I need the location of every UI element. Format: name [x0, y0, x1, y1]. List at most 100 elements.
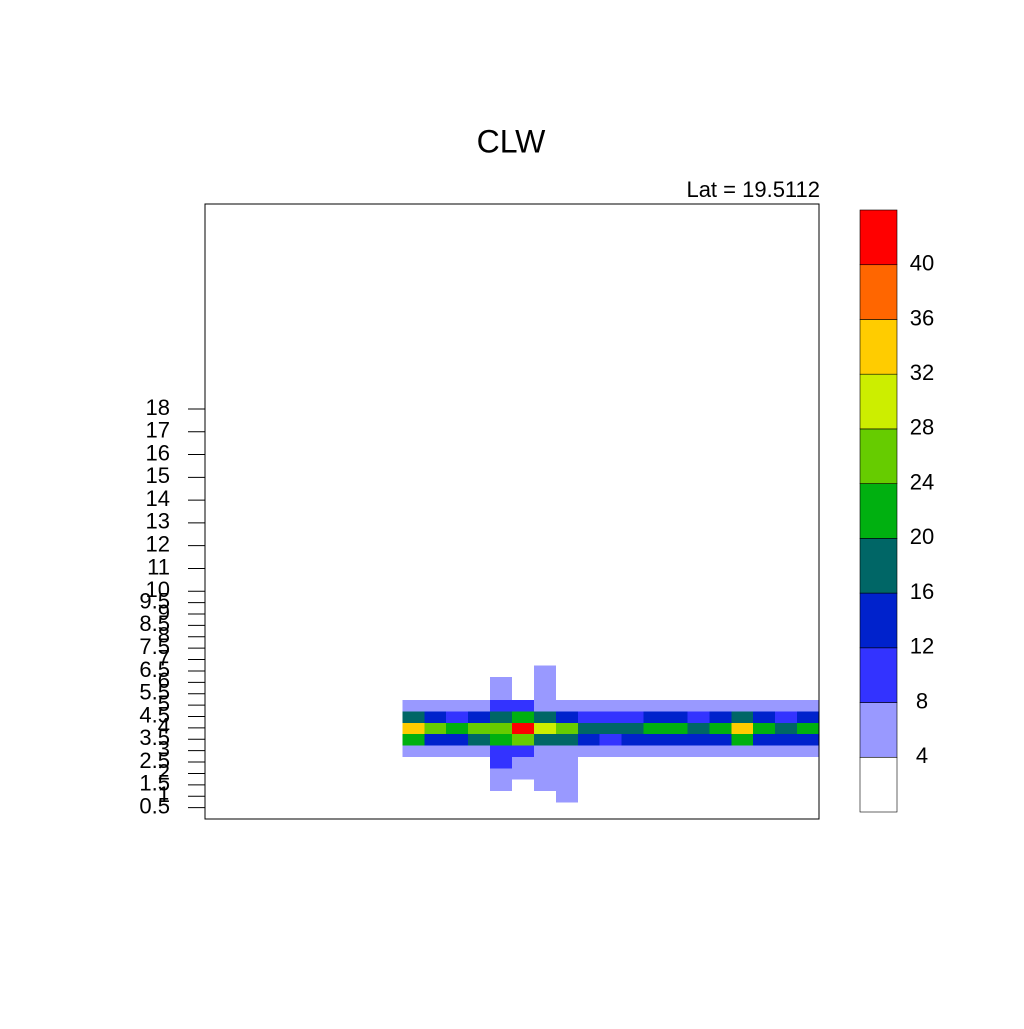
contour-cell [621, 744, 645, 757]
contour-cell [490, 756, 513, 769]
contour-cell [665, 722, 689, 735]
contour-cell [709, 699, 732, 712]
contour-cell [599, 722, 623, 735]
contour-cell [533, 779, 557, 792]
contour-cell [709, 756, 732, 769]
contour-cell [490, 699, 513, 712]
contour-cell [424, 665, 447, 678]
contour-cell [512, 779, 535, 792]
contour-cell [643, 779, 667, 792]
contour-cell [533, 733, 557, 746]
colorbar-box [859, 264, 898, 320]
contour-cell [512, 710, 535, 723]
contour-cell [665, 676, 689, 689]
contour-cell [753, 733, 776, 746]
colorbar-label: 24 [910, 469, 934, 494]
contour-cell [446, 699, 469, 712]
contour-cell [643, 676, 667, 689]
contour-cell [621, 722, 645, 735]
contour-cell [402, 790, 425, 803]
y-tick-label: 7 [158, 645, 170, 670]
y-tick-label: 16 [146, 440, 170, 465]
contour-cell [753, 779, 776, 792]
contour-cell [468, 710, 491, 723]
contour-cell [577, 790, 601, 803]
contour-cell [687, 744, 710, 757]
contour-cell [533, 744, 557, 757]
y-tick-label: 8 [158, 623, 170, 648]
colorbar-label: 4 [916, 743, 928, 768]
contour-cell [512, 665, 535, 678]
contour-cell [446, 767, 469, 780]
contour-cell [402, 710, 425, 723]
contour-cell [753, 699, 776, 712]
contour-cell [665, 688, 689, 701]
contour-cell [555, 699, 579, 712]
contour-cell [424, 688, 447, 701]
contour-cell [775, 710, 798, 723]
contour-cell [599, 665, 623, 678]
contour-cell [753, 722, 776, 735]
contour-cell [775, 722, 798, 735]
contour-cell [621, 767, 645, 780]
y-tick-label: 1.5 [139, 771, 170, 796]
contour-cell [599, 688, 623, 701]
colorbar-label: 20 [910, 524, 934, 549]
contour-cell [687, 790, 710, 803]
contour-cell [797, 767, 820, 780]
contour-cell [512, 744, 535, 757]
contour-cell [446, 790, 469, 803]
contour-cell [512, 688, 535, 701]
contour-cell [599, 779, 623, 792]
contour-cell [643, 665, 667, 678]
contour-cell [577, 767, 601, 780]
contour-cell [797, 710, 820, 723]
y-tick-label: 6.5 [139, 657, 170, 682]
contour-cell [402, 699, 425, 712]
y-tick-label: 10 [146, 577, 170, 602]
contour-cell [490, 665, 513, 678]
contour-cell [621, 756, 645, 769]
contour-cell [446, 722, 469, 735]
contour-cell [446, 665, 469, 678]
contour-cell [555, 767, 579, 780]
contour-cell [599, 756, 623, 769]
contour-cell [731, 733, 754, 746]
contour-cell [643, 767, 667, 780]
contour-cell [533, 699, 557, 712]
contour-cell [468, 733, 491, 746]
contour-cell [621, 676, 645, 689]
contour-cell [490, 722, 513, 735]
contour-cell [621, 733, 645, 746]
contour-cell [424, 756, 447, 769]
contour-cell [468, 665, 491, 678]
contour-cell [512, 790, 535, 803]
contour-cell [797, 733, 820, 746]
colorbar-box [859, 538, 898, 594]
contour-cell [490, 688, 513, 701]
contour-cell [512, 733, 535, 746]
contour-cell [687, 756, 710, 769]
contour-cell [665, 665, 689, 678]
contour-cell [402, 744, 425, 757]
contour-cell [665, 699, 689, 712]
contour-cell [775, 733, 798, 746]
contour-cell [775, 744, 798, 757]
contour-cell [797, 676, 820, 689]
contour-cell [490, 710, 513, 723]
contour-cell [533, 710, 557, 723]
colorbar-label: 8 [916, 688, 928, 713]
y-tick-label: 2.5 [139, 748, 170, 773]
contour-cell [555, 710, 579, 723]
y-tick-label: 3.5 [139, 725, 170, 750]
contour-cell [643, 790, 667, 803]
contour-cell [687, 779, 710, 792]
contour-cell [775, 767, 798, 780]
y-tick-label: 6 [158, 668, 170, 693]
contour-cell [665, 733, 689, 746]
contour-cell [643, 756, 667, 769]
y-tick-label: 2 [158, 759, 170, 784]
contour-cell [621, 710, 645, 723]
contour-cell [687, 722, 710, 735]
